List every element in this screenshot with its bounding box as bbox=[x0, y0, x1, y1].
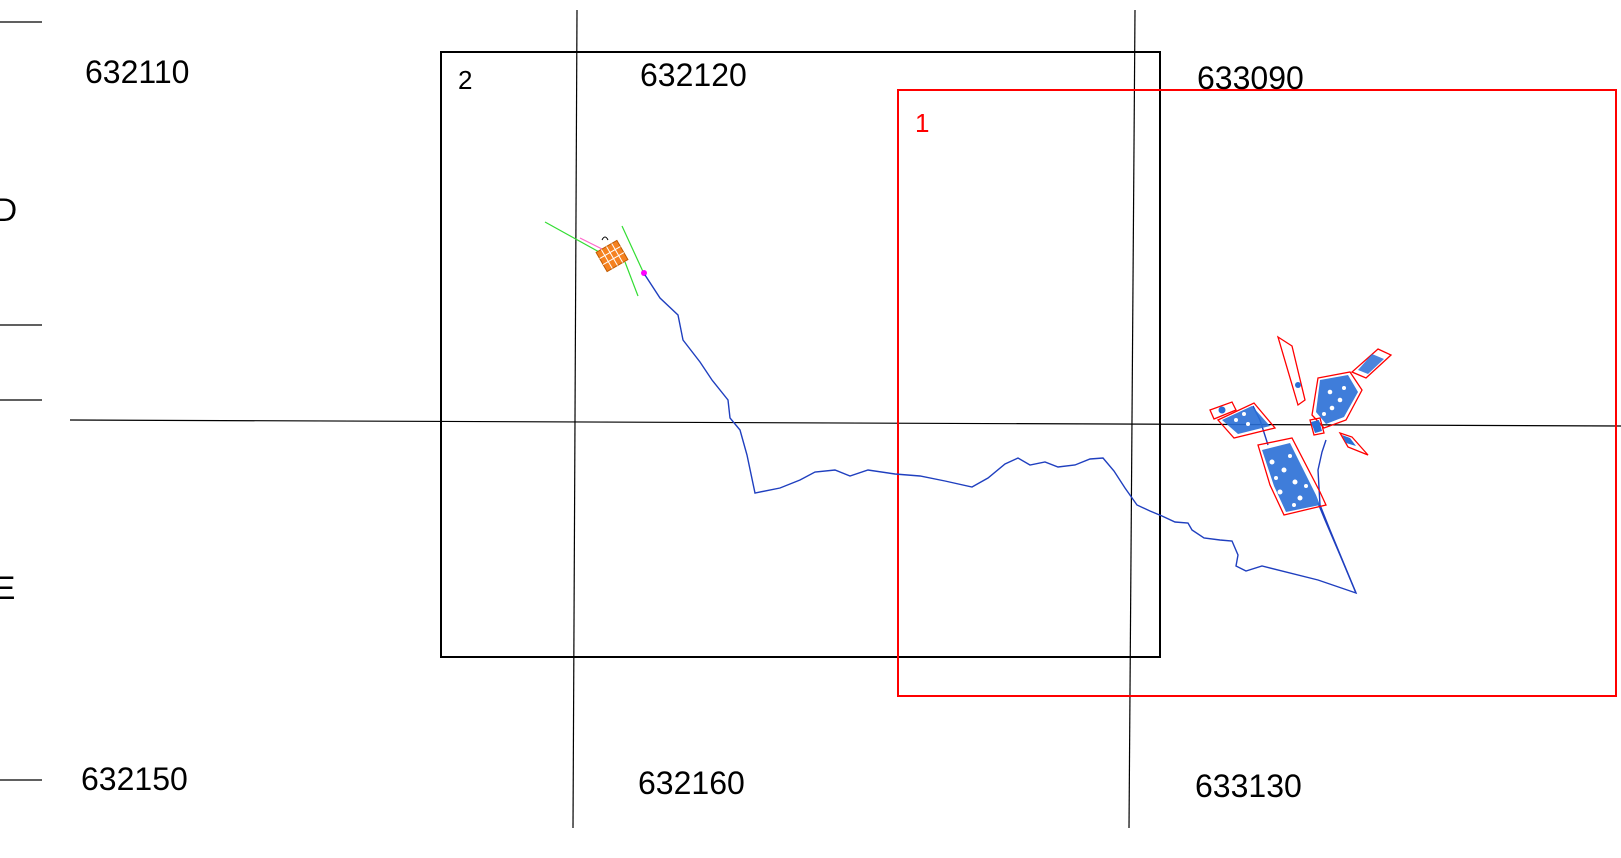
parcel-outline-center bbox=[1216, 402, 1277, 439]
parcel-outline-tiny bbox=[1309, 417, 1325, 436]
parcel-fill-small-se bbox=[1342, 435, 1356, 446]
grid-horizontal bbox=[69, 419, 1621, 427]
parcel-fill-center bbox=[1222, 406, 1270, 434]
frame-1 bbox=[897, 89, 1617, 697]
sheet-label-top-left: 632110 bbox=[85, 54, 190, 90]
parcel-outline-small-se bbox=[1338, 431, 1369, 456]
side-label-d: D bbox=[0, 192, 18, 228]
grid-vertical-right bbox=[1128, 9, 1136, 829]
parcel-outline-main bbox=[1257, 437, 1327, 516]
sheet-grid bbox=[0, 9, 1621, 829]
frame-2 bbox=[440, 51, 1161, 658]
parcel-fill-main bbox=[1262, 443, 1320, 512]
frame-2-number: 2 bbox=[458, 65, 473, 95]
magenta-point bbox=[641, 270, 647, 276]
route-line bbox=[644, 274, 1358, 595]
sheet-label-bottom-right: 633130 bbox=[1195, 768, 1302, 804]
village-site bbox=[544, 221, 647, 297]
parcel-fill-tiny bbox=[1311, 420, 1322, 433]
parcels-cluster bbox=[1209, 335, 1393, 516]
small-hook bbox=[601, 236, 609, 241]
sheet-label-bottom-middle: 632160 bbox=[638, 765, 745, 801]
sheet-label-top-right: 633090 bbox=[1197, 60, 1304, 96]
route-branch bbox=[1317, 439, 1357, 594]
frame-1-number: 1 bbox=[915, 108, 930, 138]
green-line-b bbox=[621, 225, 646, 277]
side-label-e: E bbox=[0, 570, 16, 606]
parcel-outline-w bbox=[1209, 401, 1237, 420]
parcel-outline-e bbox=[1311, 371, 1363, 429]
orange-block bbox=[595, 239, 629, 273]
green-line-c bbox=[624, 261, 639, 297]
sheet-label-top-middle: 632120 bbox=[640, 57, 747, 93]
parcel-outline-long bbox=[1276, 335, 1306, 407]
parcel-texture bbox=[1234, 386, 1346, 507]
parcel-fill-ne bbox=[1358, 354, 1384, 374]
sheet-label-bottom-left: 632150 bbox=[81, 761, 188, 797]
parcel-fill-long-dot bbox=[1295, 382, 1301, 388]
parcel-fill-e bbox=[1316, 375, 1358, 424]
grid-vertical-left bbox=[572, 9, 578, 829]
parcel-fill-w-dot bbox=[1218, 406, 1226, 414]
parcel-outline-ne bbox=[1350, 348, 1393, 379]
